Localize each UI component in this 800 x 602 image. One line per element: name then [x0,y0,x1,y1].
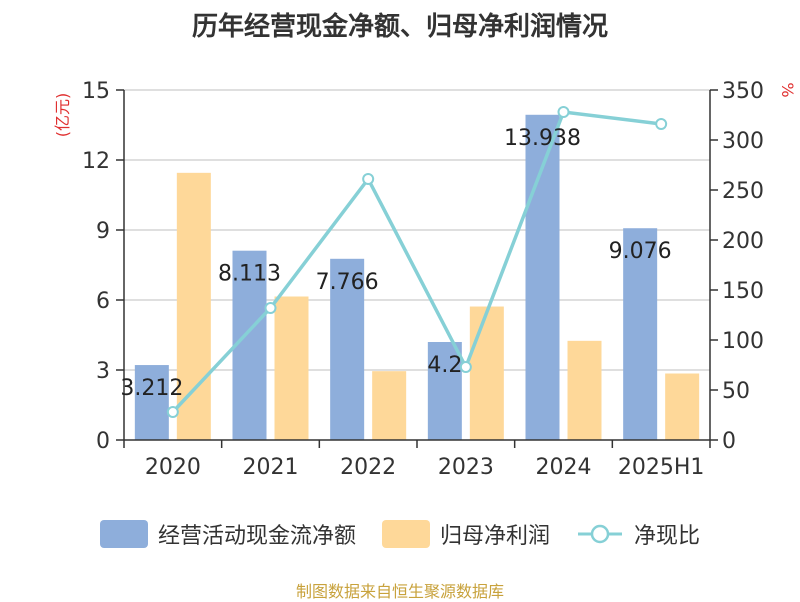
bar-cashflow [134,365,169,440]
x-tick-label: 2024 [536,455,592,480]
x-tick-label: 2025H1 [618,455,705,480]
y-right-tick-label: 50 [722,379,750,404]
x-tick-label: 2020 [145,455,201,480]
data-label-cashflow: 7.766 [316,270,379,295]
y-right-tick-label: 300 [722,129,764,154]
ratio-point [362,173,375,185]
y-right-tick-label: 250 [722,179,764,204]
x-tick-label: 2023 [438,455,494,480]
y-right-axis-label: % [778,82,797,97]
bar-cashflow [330,258,365,440]
y-left-tick-label: 3 [96,359,110,384]
ratio-line-path [171,110,662,414]
y-left-tick-label: 0 [96,429,110,454]
y-left-tick-label: 12 [82,149,110,174]
ratio-point [459,361,472,373]
y-right-tick-label: 0 [722,429,736,454]
bar-net-profit [372,371,407,440]
x-tick-label: 2022 [340,455,396,480]
bars [134,114,700,441]
gridlines [124,89,710,371]
ratio-point [655,118,668,130]
y-right-tick-label: 350 [722,79,764,104]
y-left-axis-label: (亿元) [53,93,72,138]
bar-net-profit [469,306,504,440]
bar-cashflow [232,250,267,440]
legend-label-cashflow: 经营活动现金流净额 [157,524,356,549]
legend-item-net-profit[interactable]: 归母净利润 [381,518,550,550]
x-tick-label: 2021 [243,455,299,480]
legend-item-ratio[interactable]: 净现比 [576,518,700,550]
chart-title: 历年经营现金净额、归母净利润情况 [191,12,608,42]
data-label-cashflow: 4.2 [427,353,462,378]
legend: 经营活动现金流净额 归母净利润 净现比 [0,518,800,550]
bar-cashflow [427,342,462,440]
bar-net-profit [176,172,211,441]
ratio-point [264,302,277,314]
y-left-tick-label: 6 [96,289,110,314]
data-labels: 3.212 8.113 7.766 4.2 13.938 9.076 [120,126,671,401]
bar-net-profit [567,340,602,440]
legend-swatch-ratio [578,524,622,544]
ratio-point [557,106,570,118]
data-label-cashflow: 3.212 [120,376,183,401]
ratio-point [166,406,179,418]
legend-label-ratio: 净现比 [634,524,701,549]
bar-net-profit [665,373,700,440]
data-label-cashflow: 13.938 [504,126,581,151]
bar-cashflow [623,228,658,440]
legend-swatch-net-profit [381,520,430,548]
legend-label-net-profit: 归母净利润 [439,524,550,549]
y-right-tick-label: 150 [722,279,764,304]
bar-net-profit [274,296,309,440]
y-right-tick-label: 200 [722,229,764,254]
legend-item-cashflow[interactable]: 经营活动现金流净额 [99,518,356,550]
y-right-tick-label: 100 [722,329,764,354]
data-label-cashflow: 9.076 [609,239,672,264]
y-left-tick-label: 9 [96,219,110,244]
ratio-line [166,106,668,418]
y-left-tick-label: 15 [82,79,110,104]
source-note: 制图数据来自恒生聚源数据库 [295,582,504,601]
legend-swatch-cashflow [99,520,148,548]
data-label-cashflow: 8.113 [218,262,281,287]
